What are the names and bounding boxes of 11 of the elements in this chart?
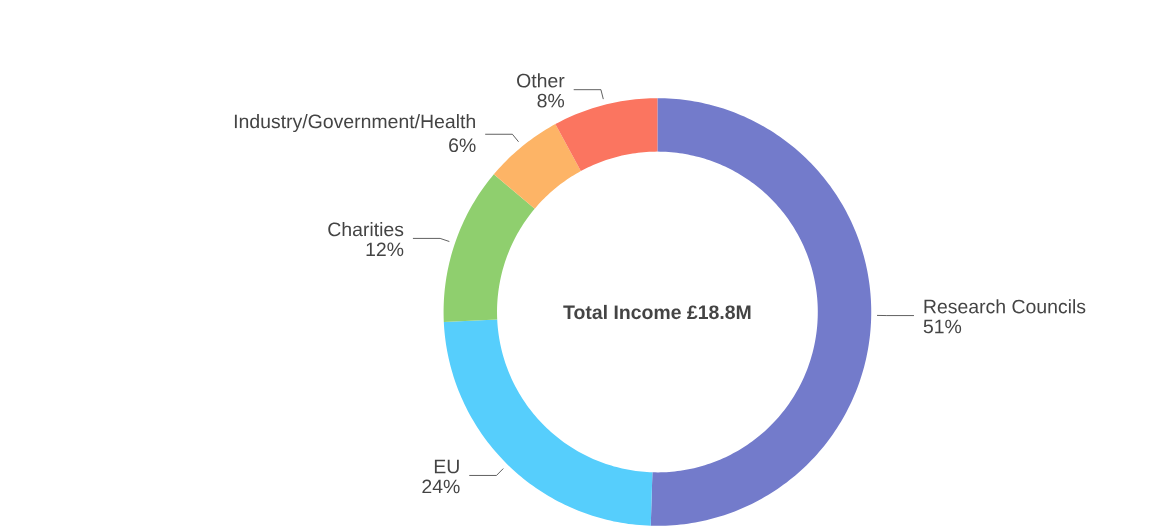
slice-label: Other — [517, 73, 565, 88]
data-label: 51% — [923, 319, 962, 334]
slice-label: Charities — [328, 222, 404, 237]
slice-label: EU — [434, 459, 459, 474]
data-label: 24% — [422, 479, 460, 494]
data-label: 6% — [449, 138, 476, 153]
data-label: 8% — [537, 93, 565, 108]
text: Total Income £18.8M — [563, 305, 751, 320]
slice-label: Industry/Government/Health — [234, 114, 475, 133]
slice-label: Research Councils — [924, 299, 1086, 314]
data-label: 12% — [366, 242, 404, 257]
